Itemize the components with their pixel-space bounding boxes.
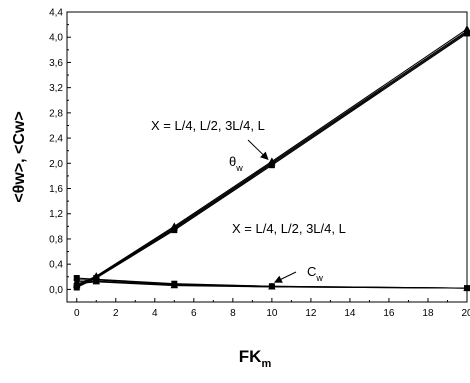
point-triangle [268, 157, 276, 165]
x-tick-label: 14 [344, 308, 356, 319]
y-tick-label: 1,2 [49, 209, 63, 220]
x-tick-label: 16 [383, 308, 395, 319]
y-tick-label: 4,0 [49, 33, 63, 44]
x-tick-label: 10 [266, 308, 278, 319]
y-axis-label: <θw>, <Cw> [11, 111, 28, 202]
point-triangle [463, 25, 470, 32]
y-tick-label: 0,4 [49, 260, 63, 271]
point-triangle [170, 222, 178, 229]
point-triangle [170, 281, 178, 289]
x-tick-label: 18 [422, 308, 434, 319]
x-tick-label: 4 [152, 308, 158, 319]
y-tick-label: 2,8 [49, 108, 63, 119]
point-triangle [92, 277, 100, 285]
annotation-theta-label: θw [229, 154, 243, 173]
x-tick-label: 12 [305, 308, 317, 319]
x-axis-label: FKm [239, 347, 272, 370]
y-tick-label: 0,8 [49, 234, 63, 245]
annotation-c-arrow [273, 271, 297, 283]
series-markers [73, 25, 470, 292]
y-tick-label: 4,4 [49, 8, 63, 19]
annotation-c-positions: X = L/4, L/2, 3L/4, L [232, 221, 346, 236]
y-tick-label: 3,6 [49, 58, 63, 69]
x-tick-label: 20 [461, 308, 470, 319]
y-tick-label: 1,6 [49, 184, 63, 195]
y-tick-label: 3,2 [49, 83, 63, 94]
y-tick-label: 2,4 [49, 134, 63, 145]
point-triangle [73, 279, 81, 287]
y-axis-ticks: 0,0 0,4 0,8 1,2 1,6 2,0 2,4 2,8 3,2 3,6 4,0 4,4 [49, 8, 71, 296]
series-line-theta_w [76, 28, 468, 286]
annotation-theta-arrow [247, 139, 269, 161]
x-tick-label: 8 [230, 308, 236, 319]
x-axis-ticks: 0 2 4 6 8 10 12 14 16 18 20 [74, 298, 470, 319]
x-tick-label: 0 [74, 308, 80, 319]
y-tick-label: 0,0 [49, 285, 63, 296]
plot-frame [66, 11, 468, 303]
annotations: X = L/4, L/2, 3L/4, L θw X = L/4, L/2, 3L/… [151, 118, 346, 283]
x-tick-label: 2 [113, 308, 119, 319]
annotation-c-label: Cw [307, 264, 323, 283]
x-tick-label: 6 [191, 308, 197, 319]
point-triangle [463, 284, 470, 291]
y-tick-label: 2,0 [49, 159, 63, 170]
point-triangle [268, 282, 276, 290]
annotation-theta-positions: X = L/4, L/2, 3L/4, L [151, 118, 265, 133]
